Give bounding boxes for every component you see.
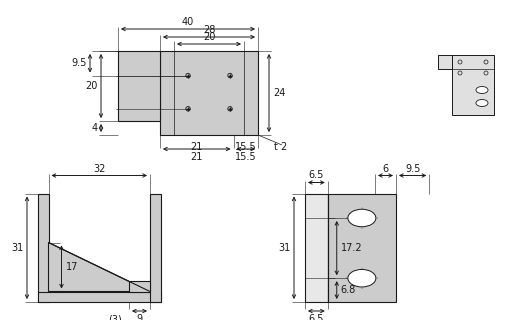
- Polygon shape: [38, 194, 49, 302]
- Text: 9: 9: [136, 314, 143, 320]
- Text: t 2: t 2: [274, 142, 287, 152]
- Text: 21: 21: [191, 152, 203, 162]
- Ellipse shape: [476, 100, 488, 107]
- Polygon shape: [150, 194, 161, 302]
- Text: 21: 21: [191, 142, 203, 152]
- Polygon shape: [305, 194, 328, 302]
- Polygon shape: [118, 51, 160, 121]
- Polygon shape: [49, 243, 150, 292]
- Text: 17: 17: [66, 262, 78, 272]
- Text: (3): (3): [108, 314, 122, 320]
- Text: 6: 6: [383, 164, 388, 173]
- Polygon shape: [160, 51, 258, 135]
- Text: 6.5: 6.5: [308, 314, 324, 320]
- Ellipse shape: [476, 86, 488, 93]
- Text: 28: 28: [203, 25, 215, 35]
- Text: 9.5: 9.5: [72, 58, 87, 68]
- Polygon shape: [438, 55, 452, 69]
- Text: 15.5: 15.5: [235, 142, 257, 152]
- Polygon shape: [452, 55, 494, 115]
- Text: 15.5: 15.5: [235, 152, 257, 162]
- Text: 31: 31: [12, 243, 24, 253]
- Text: 40: 40: [182, 17, 194, 27]
- Polygon shape: [328, 194, 396, 302]
- Text: 32: 32: [93, 164, 105, 173]
- Text: 31: 31: [279, 243, 291, 253]
- Text: 4: 4: [92, 123, 98, 133]
- Text: 20: 20: [203, 32, 215, 42]
- Text: 20: 20: [86, 81, 98, 91]
- Ellipse shape: [348, 209, 376, 227]
- Text: 24: 24: [273, 88, 285, 98]
- Text: 17.2: 17.2: [341, 243, 363, 253]
- Ellipse shape: [348, 269, 376, 287]
- Text: 6.5: 6.5: [308, 171, 324, 180]
- Polygon shape: [38, 292, 161, 302]
- Polygon shape: [129, 281, 150, 292]
- Text: 9.5: 9.5: [405, 164, 420, 173]
- Text: 6.8: 6.8: [341, 285, 356, 295]
